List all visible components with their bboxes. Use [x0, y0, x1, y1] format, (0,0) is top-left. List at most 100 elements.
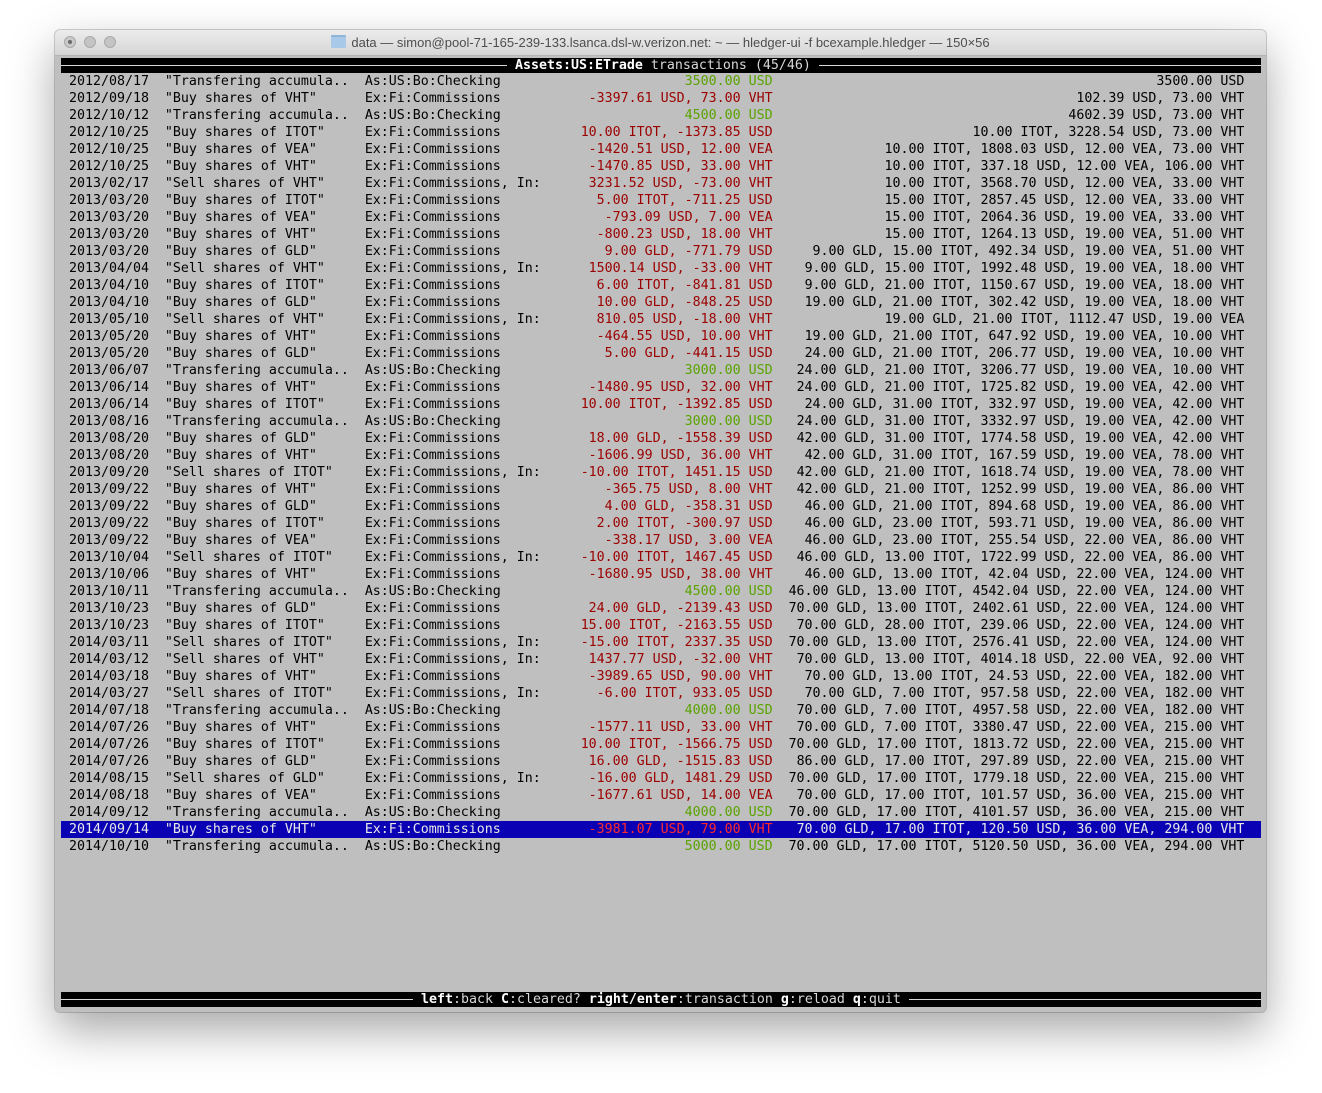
transaction-row[interactable]: 2013/06/07 "Transfering accumula.. As:US:B… — [61, 362, 1261, 379]
transaction-account: Ex:Fi:Commissions — [364, 601, 501, 616]
transaction-row[interactable]: 2013/10/11 "Transfering accumula.. As:US:B… — [61, 583, 1261, 600]
transaction-row[interactable]: 2014/07/26 "Buy shares of VHT" Ex:Fi:Commi… — [61, 719, 1261, 736]
transaction-row[interactable]: 2014/10/10 "Transfering accumula.. As:US:B… — [61, 838, 1261, 855]
transaction-row[interactable]: 2013/10/04 "Sell shares of ITOT" Ex:Fi:Com… — [61, 549, 1261, 566]
transaction-row[interactable]: 2013/10/06 "Buy shares of VHT" Ex:Fi:Commi… — [61, 566, 1261, 583]
transaction-amount: -464.55 USD, 10.00 VHT — [596, 329, 773, 344]
close-button[interactable] — [64, 36, 76, 48]
zoom-button[interactable] — [104, 36, 116, 48]
transaction-row[interactable]: 2014/08/18 "Buy shares of VEA" Ex:Fi:Commi… — [61, 787, 1261, 804]
transaction-date: 2014/07/18 — [68, 703, 149, 718]
transaction-amount: -793.09 USD, 7.00 VEA — [604, 210, 773, 225]
transaction-amount: -1420.51 USD, 12.00 VEA — [588, 142, 773, 157]
transaction-account: Ex:Fi:Commissions — [364, 397, 501, 412]
transaction-date: 2012/10/25 — [68, 125, 149, 140]
transaction-amount: -1680.95 USD, 38.00 VHT — [588, 567, 773, 582]
transaction-row[interactable]: 2014/03/12 "Sell shares of VHT" Ex:Fi:Comm… — [61, 651, 1261, 668]
transaction-row[interactable]: 2013/03/20 "Buy shares of VEA" Ex:Fi:Commi… — [61, 209, 1261, 226]
transaction-row[interactable]: 2013/03/20 "Buy shares of GLD" Ex:Fi:Commi… — [61, 243, 1261, 260]
transaction-account: Ex:Fi:Commissions — [364, 278, 501, 293]
transaction-account: Ex:Fi:Commissions — [364, 125, 501, 140]
transaction-row[interactable]: 2012/10/25 "Buy shares of ITOT" Ex:Fi:Comm… — [61, 124, 1261, 141]
transaction-row[interactable]: 2014/03/11 "Sell shares of ITOT" Ex:Fi:Com… — [61, 634, 1261, 651]
header-bar: Assets:US:ETrade transactions (45/46) — [61, 58, 1261, 73]
transaction-balance: 70.00 GLD, 13.00 ITOT, 2576.41 USD, 22.0… — [788, 635, 1245, 650]
transaction-description: "Transfering accumula.. — [164, 703, 349, 718]
transaction-description: "Sell shares of ITOT" — [164, 550, 333, 565]
transaction-row[interactable]: 2014/03/27 "Sell shares of ITOT" Ex:Fi:Com… — [61, 685, 1261, 702]
transaction-description: "Buy shares of VHT" — [164, 329, 317, 344]
transaction-balance: 70.00 GLD, 13.00 ITOT, 24.53 USD, 22.00 … — [804, 669, 1245, 684]
transaction-row[interactable]: 2012/10/25 "Buy shares of VHT" Ex:Fi:Commi… — [61, 158, 1261, 175]
transaction-account: As:US:Bo:Checking — [364, 414, 501, 429]
transaction-account: As:US:Bo:Checking — [364, 839, 501, 854]
transaction-row-selected[interactable]: 2014/09/14 "Buy shares of VHT" Ex:Fi:Commi… — [61, 821, 1261, 838]
transaction-row[interactable]: 2013/10/23 "Buy shares of GLD" Ex:Fi:Commi… — [61, 600, 1261, 617]
transaction-row[interactable]: 2013/02/17 "Sell shares of VHT" Ex:Fi:Comm… — [61, 175, 1261, 192]
transaction-row[interactable]: 2013/09/20 "Sell shares of ITOT" Ex:Fi:Com… — [61, 464, 1261, 481]
transaction-account: Ex:Fi:Commissions, In:.. — [364, 176, 541, 191]
transaction-description: "Transfering accumula.. — [164, 839, 349, 854]
transaction-row[interactable]: 2014/07/18 "Transfering accumula.. As:US:B… — [61, 702, 1261, 719]
transaction-amount: 1437.77 USD, -32.00 VHT — [588, 652, 773, 667]
transaction-balance: 9.00 GLD, 21.00 ITOT, 1150.67 USD, 19.00… — [804, 278, 1245, 293]
transaction-row[interactable]: 2013/10/23 "Buy shares of ITOT" Ex:Fi:Comm… — [61, 617, 1261, 634]
transaction-row[interactable]: 2013/09/22 "Buy shares of VHT" Ex:Fi:Commi… — [61, 481, 1261, 498]
transaction-description: "Buy shares of VHT" — [164, 380, 317, 395]
transaction-amount: 5.00 ITOT, -711.25 USD — [596, 193, 773, 208]
transaction-row[interactable]: 2014/03/18 "Buy shares of VHT" Ex:Fi:Commi… — [61, 668, 1261, 685]
terminal-screen[interactable]: Assets:US:ETrade transactions (45/46) 20… — [61, 56, 1261, 1010]
key-hint-label: cleared? — [516, 992, 581, 1007]
transaction-row[interactable]: 2013/09/22 "Buy shares of ITOT" Ex:Fi:Comm… — [61, 515, 1261, 532]
transaction-row[interactable]: 2013/06/14 "Buy shares of VHT" Ex:Fi:Commi… — [61, 379, 1261, 396]
transaction-balance: 42.00 GLD, 31.00 ITOT, 1774.58 USD, 19.0… — [796, 431, 1245, 446]
transaction-row[interactable]: 2013/05/10 "Sell shares of VHT" Ex:Fi:Comm… — [61, 311, 1261, 328]
transaction-date: 2014/07/26 — [68, 737, 149, 752]
minimize-button[interactable] — [84, 36, 96, 48]
transaction-row[interactable]: 2013/03/20 "Buy shares of ITOT" Ex:Fi:Comm… — [61, 192, 1261, 209]
screen-title: Assets:US:ETrade transactions (45/46) — [507, 58, 819, 73]
transaction-row[interactable]: 2013/04/10 "Buy shares of GLD" Ex:Fi:Commi… — [61, 294, 1261, 311]
transaction-row[interactable]: 2013/04/04 "Sell shares of VHT" Ex:Fi:Comm… — [61, 260, 1261, 277]
transaction-row[interactable]: 2013/05/20 "Buy shares of VHT" Ex:Fi:Commi… — [61, 328, 1261, 345]
transaction-row[interactable]: 2014/08/15 "Sell shares of GLD" Ex:Fi:Comm… — [61, 770, 1261, 787]
transaction-balance: 19.00 GLD, 21.00 ITOT, 647.92 USD, 19.00… — [804, 329, 1245, 344]
window-title: data — simon@pool-71-165-239-133.lsanca.… — [55, 35, 1266, 50]
terminal-window: data — simon@pool-71-165-239-133.lsanca.… — [55, 30, 1266, 1012]
transaction-amount: 9.00 GLD, -771.79 USD — [604, 244, 773, 259]
transaction-account: Ex:Fi:Commissions — [364, 193, 501, 208]
transaction-date: 2013/03/20 — [68, 193, 149, 208]
transaction-row[interactable]: 2013/06/14 "Buy shares of ITOT" Ex:Fi:Comm… — [61, 396, 1261, 413]
transaction-list[interactable]: 2012/08/17 "Transfering accumula.. As:US:B… — [61, 73, 1261, 855]
transaction-date: 2013/04/10 — [68, 278, 149, 293]
transaction-amount: 810.05 USD, -18.00 VHT — [596, 312, 773, 327]
transaction-row[interactable]: 2013/05/20 "Buy shares of GLD" Ex:Fi:Commi… — [61, 345, 1261, 362]
transaction-balance: 70.00 GLD, 7.00 ITOT, 4957.58 USD, 22.00… — [796, 703, 1245, 718]
transaction-balance: 102.39 USD, 73.00 VHT — [1076, 91, 1245, 106]
transaction-row[interactable]: 2013/08/20 "Buy shares of GLD" Ex:Fi:Commi… — [61, 430, 1261, 447]
transaction-row[interactable]: 2012/10/12 "Transfering accumula.. As:US:B… — [61, 107, 1261, 124]
transaction-account: Ex:Fi:Commissions — [364, 244, 501, 259]
transaction-date: 2014/09/12 — [68, 805, 149, 820]
transaction-row[interactable]: 2013/09/22 "Buy shares of GLD" Ex:Fi:Commi… — [61, 498, 1261, 515]
transaction-amount: -16.00 GLD, 1481.29 USD — [588, 771, 773, 786]
transaction-row[interactable]: 2013/04/10 "Buy shares of ITOT" Ex:Fi:Comm… — [61, 277, 1261, 294]
transaction-description: "Buy shares of VHT" — [164, 567, 317, 582]
transaction-row[interactable]: 2012/09/18 "Buy shares of VHT" Ex:Fi:Commi… — [61, 90, 1261, 107]
transaction-row[interactable]: 2012/08/17 "Transfering accumula.. As:US:B… — [61, 73, 1261, 90]
transaction-row[interactable]: 2014/07/26 "Buy shares of GLD" Ex:Fi:Commi… — [61, 753, 1261, 770]
transaction-row[interactable]: 2013/08/16 "Transfering accumula.. As:US:B… — [61, 413, 1261, 430]
transaction-row[interactable]: 2012/10/25 "Buy shares of VEA" Ex:Fi:Commi… — [61, 141, 1261, 158]
transaction-description: "Buy shares of GLD" — [164, 431, 317, 446]
transaction-description: "Buy shares of ITOT" — [164, 516, 325, 531]
transaction-row[interactable]: 2014/07/26 "Buy shares of ITOT" Ex:Fi:Comm… — [61, 736, 1261, 753]
transaction-date: 2013/09/22 — [68, 533, 149, 548]
transaction-description: "Buy shares of VHT" — [164, 482, 317, 497]
transaction-account: Ex:Fi:Commissions — [364, 159, 501, 174]
transaction-row[interactable]: 2014/09/12 "Transfering accumula.. As:US:B… — [61, 804, 1261, 821]
transaction-row[interactable]: 2013/08/20 "Buy shares of VHT" Ex:Fi:Commi… — [61, 447, 1261, 464]
transaction-amount: -3981.07 USD, 79.00 VHT — [588, 822, 773, 837]
transaction-row[interactable]: 2013/03/20 "Buy shares of VHT" Ex:Fi:Commi… — [61, 226, 1261, 243]
transaction-date: 2013/03/20 — [68, 210, 149, 225]
transaction-row[interactable]: 2013/09/22 "Buy shares of VEA" Ex:Fi:Commi… — [61, 532, 1261, 549]
